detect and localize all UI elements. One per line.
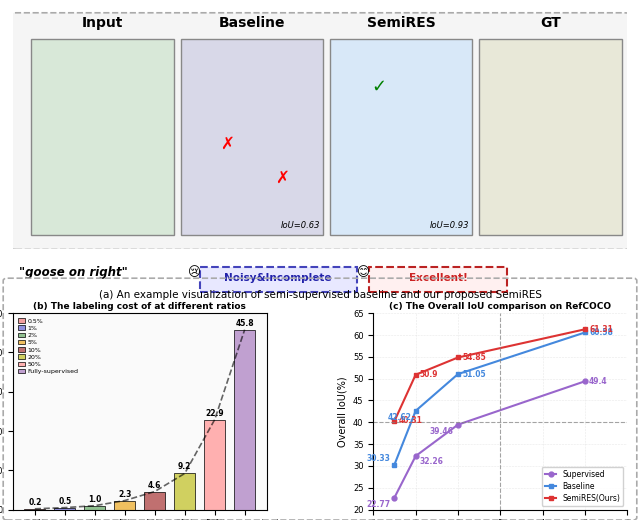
Bar [174, 474, 195, 510]
Text: 39.46: 39.46 [430, 427, 454, 436]
Y-axis label: Overall IoU(%): Overall IoU(%) [337, 376, 348, 447]
FancyBboxPatch shape [369, 267, 508, 292]
Text: 22.77: 22.77 [366, 500, 390, 509]
Bar [84, 505, 105, 510]
Text: 22.9: 22.9 [205, 409, 224, 418]
Text: 😢: 😢 [188, 266, 200, 279]
Text: ✗: ✗ [275, 169, 289, 187]
Baseline [390, 461, 398, 467]
Baseline [412, 408, 419, 414]
FancyBboxPatch shape [10, 13, 630, 250]
SemiRES(Ours) [454, 354, 462, 360]
Text: 51.05: 51.05 [462, 370, 486, 379]
Baseline [581, 329, 589, 335]
Line: Supervised: Supervised [392, 379, 588, 500]
Text: 😊: 😊 [356, 266, 369, 279]
Bar [54, 508, 76, 510]
Text: 42.62: 42.62 [388, 413, 412, 422]
Text: 60.58: 60.58 [589, 328, 613, 337]
Baseline [454, 371, 462, 377]
Text: 4.6: 4.6 [148, 480, 161, 489]
Bar [204, 420, 225, 510]
Text: Noisy&Incomplete: Noisy&Incomplete [225, 274, 332, 283]
Bar [234, 330, 255, 510]
Text: SemiRES: SemiRES [367, 16, 435, 30]
Text: IoU=0.63: IoU=0.63 [280, 222, 320, 230]
Supervised [412, 453, 419, 459]
Text: 9.2: 9.2 [178, 462, 191, 472]
Text: 1.0: 1.0 [88, 495, 102, 504]
FancyBboxPatch shape [31, 39, 174, 235]
Bar [144, 491, 165, 510]
Supervised [390, 495, 398, 501]
Supervised [581, 378, 589, 384]
Text: (a) An example visualization of semi-supervised baseline and our proposed SemiRE: (a) An example visualization of semi-sup… [99, 290, 541, 300]
Text: 30.33: 30.33 [367, 454, 390, 463]
Text: 49.4: 49.4 [589, 377, 607, 386]
FancyBboxPatch shape [180, 39, 323, 235]
Text: GT: GT [540, 16, 561, 30]
Text: 45.8: 45.8 [236, 319, 254, 328]
Text: ✗: ✗ [220, 135, 234, 153]
SemiRES(Ours) [581, 326, 589, 332]
FancyBboxPatch shape [330, 39, 472, 235]
Legend: Supervised, Baseline, SemiRES(Ours): Supervised, Baseline, SemiRES(Ours) [542, 466, 623, 506]
Text: Input: Input [82, 16, 123, 30]
FancyBboxPatch shape [479, 39, 621, 235]
SemiRES(Ours) [390, 418, 398, 424]
Text: 61.31: 61.31 [589, 325, 613, 334]
FancyBboxPatch shape [200, 267, 357, 292]
Text: 50.9: 50.9 [420, 370, 438, 379]
Text: ✓: ✓ [371, 78, 387, 96]
Line: SemiRES(Ours): SemiRES(Ours) [392, 327, 588, 423]
Text: 32.26: 32.26 [420, 457, 444, 466]
Text: 0.5: 0.5 [58, 497, 72, 505]
Supervised [454, 422, 462, 428]
Bar [24, 509, 45, 510]
Legend: 0.5%, 1%, 2%, 5%, 10%, 20%, 50%, Fully-supervised: 0.5%, 1%, 2%, 5%, 10%, 20%, 50%, Fully-s… [16, 316, 81, 376]
Text: 40.31: 40.31 [399, 417, 422, 425]
Bar [115, 501, 135, 510]
Text: 2.3: 2.3 [118, 490, 131, 499]
Title: (c) The Overall IoU comparison on RefCOCO: (c) The Overall IoU comparison on RefCOC… [389, 302, 611, 311]
Text: IoU=0.93: IoU=0.93 [430, 222, 469, 230]
Text: "goose on right": "goose on right" [19, 266, 128, 279]
Text: Baseline: Baseline [218, 16, 285, 30]
Line: Baseline: Baseline [392, 330, 588, 467]
Text: Excellent!: Excellent! [409, 274, 468, 283]
Text: 54.85: 54.85 [462, 353, 486, 362]
SemiRES(Ours) [412, 372, 419, 378]
Text: 0.2: 0.2 [28, 498, 42, 507]
Title: (b) The labeling cost of at different ratios: (b) The labeling cost of at different ra… [33, 302, 246, 311]
